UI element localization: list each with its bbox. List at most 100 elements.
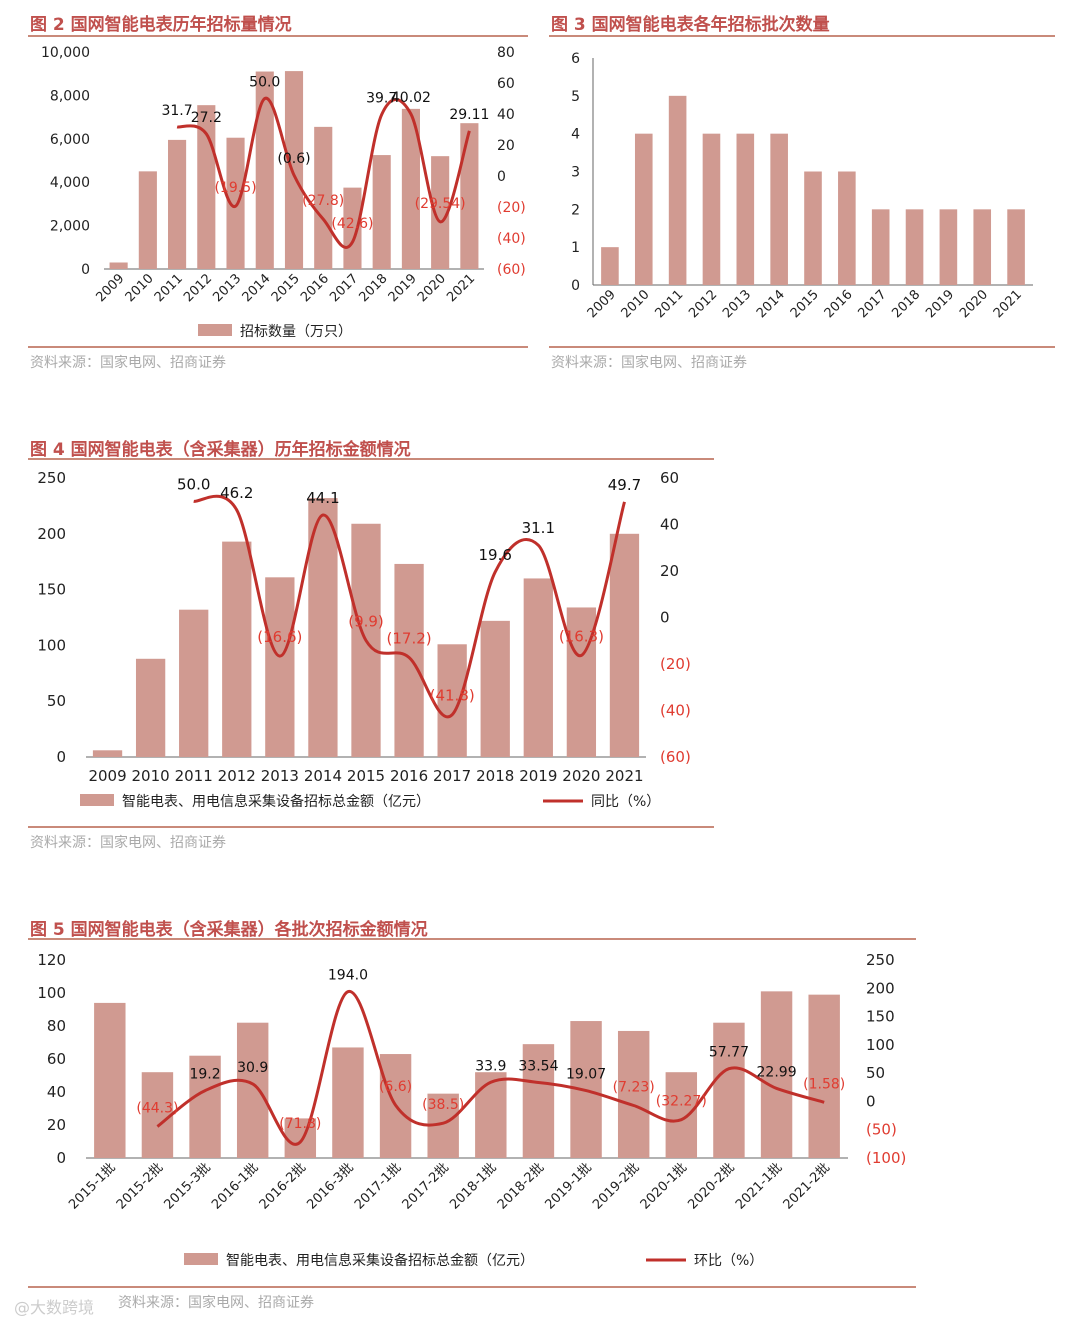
fig5-bar bbox=[808, 994, 840, 1158]
fig5-left-tick: 80 bbox=[47, 1017, 66, 1035]
fig2-right-tick: 20 bbox=[497, 138, 515, 154]
fig4-bar bbox=[523, 578, 553, 757]
fig5-line-label: (6.6) bbox=[379, 1079, 412, 1095]
fig2-right-tick: (60) bbox=[497, 262, 526, 278]
fig5-line-label: 22.99 bbox=[757, 1064, 797, 1080]
fig2-legend-bar-swatch bbox=[198, 324, 232, 336]
fig2-category-label: 2018 bbox=[357, 271, 391, 305]
fig3-bar bbox=[668, 95, 687, 285]
fig2-line-label: (29.54) bbox=[415, 196, 466, 212]
fig5-category-label: 2017-1批 bbox=[352, 1160, 404, 1212]
fig4-line-label: 31.1 bbox=[522, 519, 555, 537]
fig3-bar bbox=[838, 171, 856, 285]
fig3-left-tick: 1 bbox=[571, 240, 580, 256]
fig4-bar bbox=[609, 533, 640, 757]
fig2-right-tick: 80 bbox=[497, 45, 515, 61]
fig2-line-label: 39.7 bbox=[366, 90, 397, 106]
fig3-category-label: 2015 bbox=[788, 287, 822, 321]
fig5-line-label: 19.07 bbox=[566, 1067, 606, 1083]
figure-3-source: 资料来源：国家电网、招商证券 bbox=[551, 355, 747, 371]
fig4-category-label: 2011 bbox=[175, 767, 213, 785]
fig4-left-tick: 100 bbox=[37, 636, 66, 654]
fig2-line-label: (19.5) bbox=[214, 180, 256, 196]
figure-2-title: 图 2 国网智能电表历年招标量情况 bbox=[30, 15, 292, 35]
fig5-right-tick: 100 bbox=[866, 1036, 895, 1054]
fig3-bar bbox=[871, 209, 890, 285]
fig2-category-label: 2017 bbox=[327, 271, 361, 305]
fig5-category-label: 2020-1批 bbox=[638, 1160, 690, 1212]
fig4-bar bbox=[265, 577, 295, 757]
fig5-bar bbox=[284, 1118, 317, 1158]
fig5-category-label: 2019-2批 bbox=[590, 1160, 642, 1212]
fig3-category-label: 2010 bbox=[619, 287, 653, 321]
fig5-category-label: 2018-2批 bbox=[495, 1160, 547, 1212]
fig4-bar bbox=[222, 541, 252, 757]
fig5-bar bbox=[522, 1044, 555, 1158]
fig5-bar bbox=[236, 1022, 269, 1158]
fig5-line-label: (44.3) bbox=[136, 1100, 178, 1116]
fig5-right-tick: 0 bbox=[866, 1092, 876, 1110]
fig5-left-tick: 20 bbox=[47, 1116, 66, 1134]
fig4-category-label: 2013 bbox=[261, 767, 299, 785]
fig2-line-label: 40.02 bbox=[391, 90, 431, 106]
figure-3-top-rule bbox=[549, 35, 1055, 37]
fig5-bar bbox=[665, 1072, 698, 1158]
fig2-bar bbox=[226, 137, 245, 269]
fig5-right-tick: (100) bbox=[866, 1149, 906, 1167]
fig2-category-label: 2012 bbox=[181, 271, 215, 305]
fig3-category-label: 2021 bbox=[991, 287, 1025, 321]
figure-2-source: 资料来源：国家电网、招商证券 bbox=[30, 355, 226, 371]
fig2-right-tick: (40) bbox=[497, 231, 526, 247]
fig3-bar bbox=[601, 247, 619, 285]
fig3-bar bbox=[804, 171, 822, 285]
fig3-left-tick: 6 bbox=[571, 51, 580, 67]
fig2-line-label: (42.6) bbox=[331, 216, 373, 232]
fig5-line-label: (1.58) bbox=[803, 1076, 845, 1092]
figure-3-bottom-rule bbox=[549, 346, 1055, 348]
fig2-category-label: 2014 bbox=[240, 271, 274, 305]
fig4-legend-line-label: 同比（%） bbox=[591, 794, 660, 810]
fig3-bar bbox=[905, 209, 924, 285]
fig5-right-tick: 50 bbox=[866, 1064, 885, 1082]
fig2-bar bbox=[314, 126, 333, 270]
fig4-right-tick: 40 bbox=[660, 516, 679, 534]
fig2-left-tick: 2,000 bbox=[50, 219, 90, 235]
fig2-bar bbox=[372, 155, 391, 269]
fig2-left-tick: 4,000 bbox=[50, 175, 90, 191]
fig5-category-label: 2021-2批 bbox=[781, 1160, 833, 1212]
fig5-line-label: (71.8) bbox=[279, 1116, 321, 1132]
fig4-line-label: (16.3) bbox=[559, 627, 604, 645]
figure-4-source: 资料来源：国家电网、招商证券 bbox=[30, 835, 226, 851]
fig2-bar bbox=[109, 262, 128, 269]
fig5-right-tick: 150 bbox=[866, 1008, 895, 1026]
fig4-bar bbox=[437, 644, 467, 757]
fig4-category-label: 2014 bbox=[304, 767, 342, 785]
fig5-bar bbox=[713, 1022, 745, 1158]
fig3-category-label: 2013 bbox=[720, 287, 754, 321]
fig4-bar bbox=[135, 658, 166, 757]
fig2-line-label: 50.0 bbox=[249, 75, 280, 91]
fig2-right-tick: 60 bbox=[497, 76, 515, 92]
fig5-left-tick: 120 bbox=[37, 951, 66, 969]
figure-4-top-rule bbox=[28, 458, 714, 460]
fig3-category-label: 2020 bbox=[957, 287, 991, 321]
fig4-left-tick: 200 bbox=[37, 525, 66, 543]
fig2-category-label: 2015 bbox=[269, 271, 303, 305]
figure-2-top-rule bbox=[28, 35, 528, 37]
fig5-bar bbox=[141, 1072, 174, 1158]
fig5-category-label: 2019-1批 bbox=[543, 1160, 595, 1212]
figure-4-bottom-rule bbox=[28, 826, 714, 828]
fig4-category-label: 2009 bbox=[88, 767, 126, 785]
fig2-line-label: (0.6) bbox=[277, 151, 310, 167]
fig4-category-label: 2017 bbox=[433, 767, 471, 785]
fig5-bar bbox=[94, 1002, 126, 1158]
figure-4-title: 图 4 国网智能电表（含采集器）历年招标金额情况 bbox=[30, 440, 411, 460]
fig3-left-tick: 0 bbox=[571, 278, 580, 294]
fig5-category-label: 2015-2批 bbox=[114, 1160, 166, 1212]
fig5-category-label: 2021-1批 bbox=[733, 1160, 785, 1212]
fig2-category-label: 2010 bbox=[123, 271, 157, 305]
fig2-category-label: 2009 bbox=[93, 271, 127, 305]
fig5-line-label: (32.27) bbox=[656, 1094, 707, 1110]
fig4-right-tick: 60 bbox=[660, 469, 679, 487]
fig5-right-tick: (50) bbox=[866, 1121, 897, 1139]
